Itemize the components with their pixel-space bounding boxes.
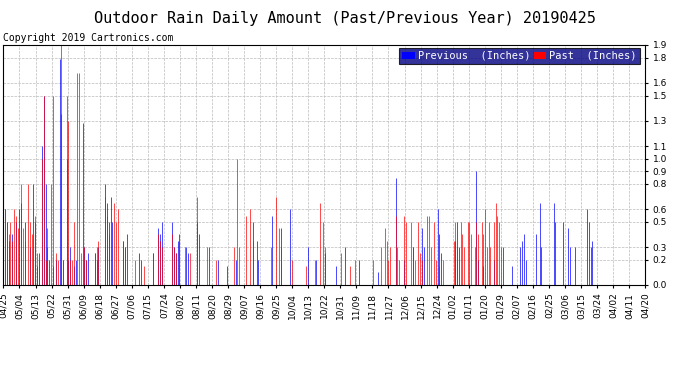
Legend: Previous  (Inches), Past  (Inches): Previous (Inches), Past (Inches) [400, 48, 640, 64]
Text: Copyright 2019 Cartronics.com: Copyright 2019 Cartronics.com [3, 33, 174, 43]
Text: Outdoor Rain Daily Amount (Past/Previous Year) 20190425: Outdoor Rain Daily Amount (Past/Previous… [94, 11, 596, 26]
